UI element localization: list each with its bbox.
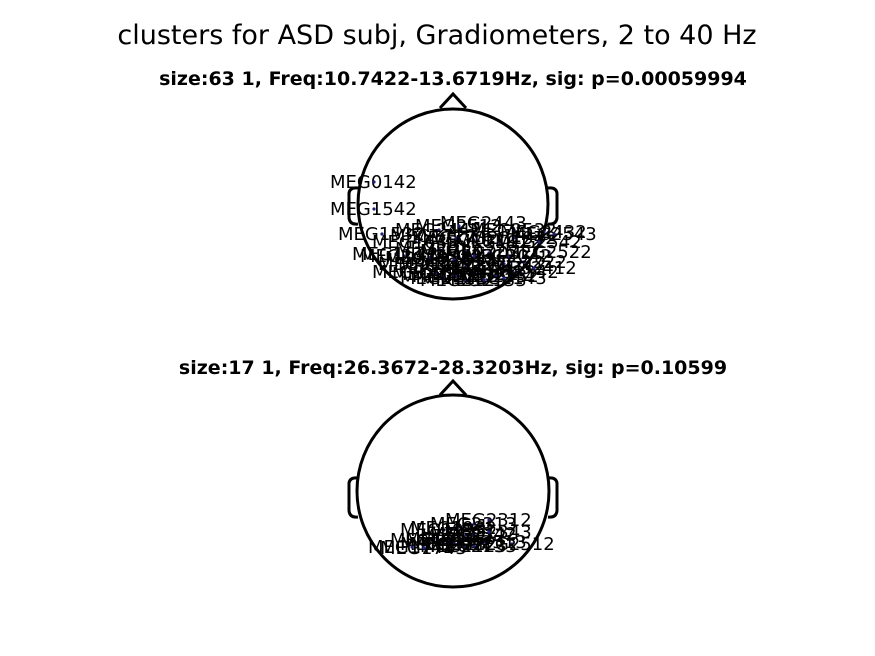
sensor-marker [410,545,414,549]
sensor-marker [452,526,456,530]
sensor-layer-1: MEG0142MEG1542MEG1532MEG2443MEG2432MEG25… [330,172,597,291]
sensor-marker [482,221,486,225]
sensor-marker [437,228,441,232]
sensor-marker [372,207,376,211]
sensor-marker [442,528,446,532]
sensor-marker [472,544,476,548]
sensor-marker [502,262,506,266]
sensor-marker [452,258,456,262]
sensor-marker [482,540,486,544]
sensor-marker [502,276,506,280]
sensor-marker [522,260,526,264]
sensor-marker [552,232,556,236]
panel-2-title: size:17 1, Freq:26.3672-28.3203Hz, sig: … [179,357,727,379]
sensor-marker [542,230,546,234]
sensor-marker [487,518,491,522]
sensor-marker [514,270,518,274]
sensor-marker [487,251,491,255]
sensor-marker [402,254,406,258]
sensor-marker [474,272,478,276]
head-outline-2 [347,378,559,589]
sensor-marker [414,240,418,244]
sensor-marker [462,278,466,282]
sensor-marker [422,546,426,550]
sensor-marker [507,254,511,258]
sensor-marker [512,228,516,232]
sensor-marker [512,236,516,240]
sensor-marker [472,254,476,258]
sensor-marker [510,542,514,546]
sensor-marker [414,270,418,274]
sensor-marker [380,232,384,236]
sensor-marker [452,542,456,546]
sensor-marker [497,240,501,244]
sensor-marker [440,264,444,268]
cluster-panel-2: size:17 1, Freq:26.3672-28.3203Hz, sig: … [179,357,727,589]
sensor-marker [420,262,424,266]
sensor-marker [457,224,461,228]
sensor-marker [462,262,466,266]
sensor-marker [454,274,458,278]
sensor-marker [547,250,551,254]
sensor-layer-2: MEG2313MEG2312MEG1933MEG1932MEG2513MEG25… [368,510,555,559]
sensor-marker [532,266,536,270]
sensor-marker [432,234,436,238]
sensor-marker [442,542,446,546]
sensor-marker [472,238,476,242]
sensor-marker [437,247,441,251]
sensor-marker [442,276,446,280]
sensor-marker [482,266,486,270]
panel-1-title: size:63 1, Freq:10.7422-13.6719Hz, sig: … [159,68,747,90]
sensor-marker [472,522,476,526]
sensor-marker [434,272,438,276]
sensor-marker [462,544,466,548]
sensor-marker [494,274,498,278]
cluster-panel-1: size:63 1, Freq:10.7422-13.6719Hz, sig: … [159,68,747,301]
sensor-marker [432,538,436,542]
sensor-marker [482,278,486,282]
sensor-marker [447,537,451,541]
sensor-marker [472,532,476,536]
sensor-marker [487,530,491,534]
sensor-marker [537,240,541,244]
sensor-marker [372,180,376,184]
head-outline-1 [347,91,559,301]
sensor-marker [427,256,431,260]
sensor-marker [454,236,458,240]
sensor-marker [462,534,466,538]
sensor-marker [462,249,466,253]
figure-title: clusters for ASD subj, Gradiometers, 2 t… [117,20,756,51]
sensor-marker [394,252,398,256]
